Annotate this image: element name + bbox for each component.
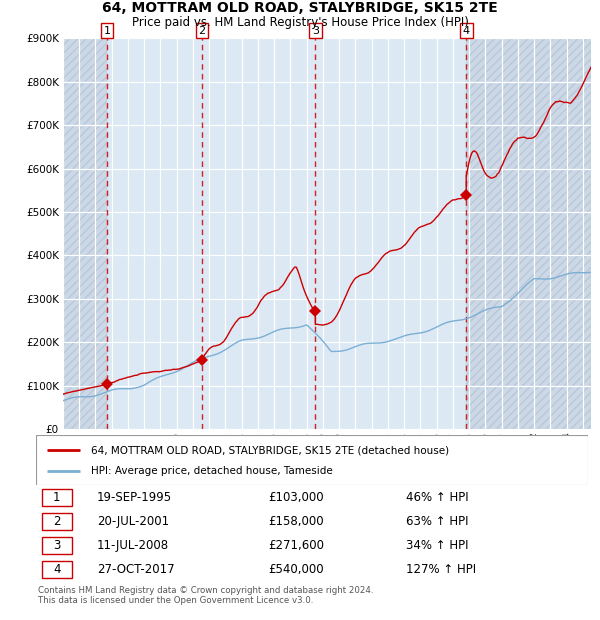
Text: HPI: Average price, detached house, Tameside: HPI: Average price, detached house, Tame… [91,466,333,476]
Text: 3: 3 [53,539,61,552]
Text: 127% ↑ HPI: 127% ↑ HPI [406,563,476,576]
Bar [466,38,591,429]
FancyBboxPatch shape [41,489,72,506]
Text: £271,600: £271,600 [268,539,324,552]
Text: £158,000: £158,000 [268,515,323,528]
Text: 64, MOTTRAM OLD ROAD, STALYBRIDGE, SK15 2TE (detached house): 64, MOTTRAM OLD ROAD, STALYBRIDGE, SK15 … [91,445,449,455]
Text: 1: 1 [104,25,110,36]
Text: 1: 1 [53,491,61,504]
Text: 2: 2 [199,25,205,36]
Text: £540,000: £540,000 [268,563,323,576]
FancyBboxPatch shape [41,561,72,578]
Text: 3: 3 [312,25,319,36]
Text: 20-JUL-2001: 20-JUL-2001 [97,515,169,528]
Bar [466,38,591,429]
Text: 63% ↑ HPI: 63% ↑ HPI [406,515,469,528]
Text: Price paid vs. HM Land Registry's House Price Index (HPI): Price paid vs. HM Land Registry's House … [131,16,469,29]
FancyBboxPatch shape [41,513,72,530]
Text: £103,000: £103,000 [268,491,323,504]
Text: 4: 4 [463,25,470,36]
Text: 2: 2 [53,515,61,528]
Text: 19-SEP-1995: 19-SEP-1995 [97,491,172,504]
Text: 11-JUL-2008: 11-JUL-2008 [97,539,169,552]
Text: 27-OCT-2017: 27-OCT-2017 [97,563,175,576]
Bar [63,38,107,429]
Text: 34% ↑ HPI: 34% ↑ HPI [406,539,469,552]
Text: Contains HM Land Registry data © Crown copyright and database right 2024.
This d: Contains HM Land Registry data © Crown c… [38,586,373,605]
Text: 4: 4 [53,563,61,576]
Bar [63,38,107,429]
Text: 64, MOTTRAM OLD ROAD, STALYBRIDGE, SK15 2TE: 64, MOTTRAM OLD ROAD, STALYBRIDGE, SK15 … [102,1,498,16]
Text: 46% ↑ HPI: 46% ↑ HPI [406,491,469,504]
FancyBboxPatch shape [41,537,72,554]
